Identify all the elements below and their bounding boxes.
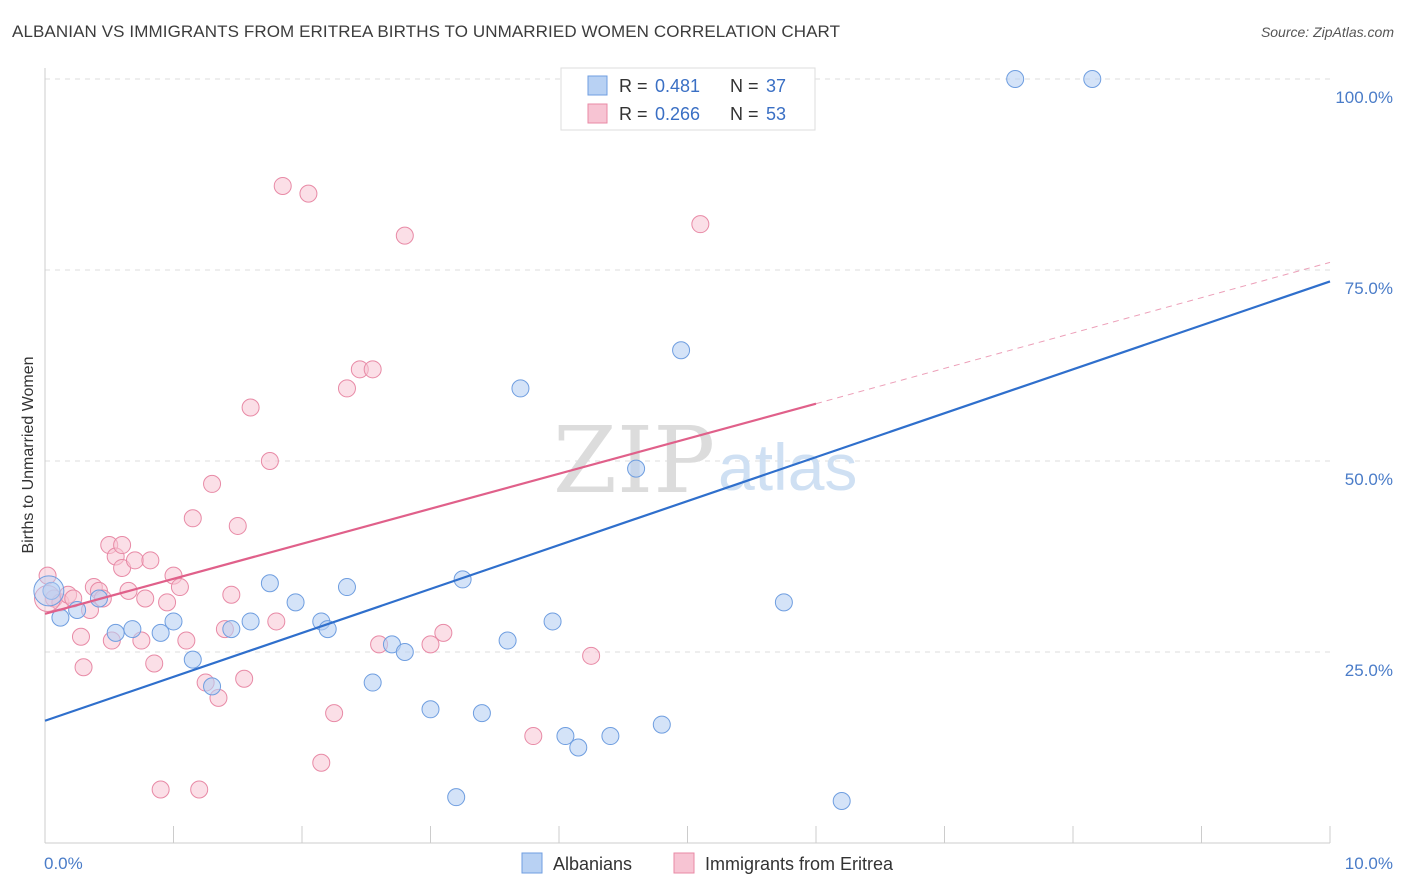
albanian-point <box>652 715 671 734</box>
y-tick-label-75: 75.0% <box>1345 279 1393 298</box>
eritrea-point <box>113 536 132 555</box>
legend-swatch-eritrea <box>587 103 608 124</box>
source-label: Source: ZipAtlas.com <box>1260 24 1394 40</box>
bottom-legend: Albanians Immigrants from Eritrea <box>521 852 894 874</box>
albanian-point <box>222 620 241 639</box>
axes <box>44 68 1331 844</box>
albanian-point <box>556 727 575 746</box>
albanian-point <box>543 612 562 631</box>
y-tick-label-100: 100.0% <box>1335 88 1393 107</box>
bottom-legend-swatch-albanians <box>521 852 543 874</box>
eritrea-point <box>299 184 318 203</box>
legend-r-label-1: R = <box>619 76 648 96</box>
albanian-point <box>42 581 61 600</box>
albanian-point <box>260 574 279 593</box>
eritrea-point <box>170 578 189 597</box>
albanian-point <box>337 578 356 597</box>
albanian-point <box>1083 70 1102 88</box>
albanian-point <box>672 341 691 360</box>
legend-r-value-1: 0.481 <box>655 76 700 96</box>
albanian-point <box>447 788 466 807</box>
legend-swatch-albanians <box>587 75 608 96</box>
legend-n-label-1: N = <box>730 76 759 96</box>
watermark: ZIP atlas <box>553 407 857 514</box>
albanian-point <box>627 459 646 478</box>
eritrea-point <box>183 509 202 528</box>
albanian-point <box>151 623 170 642</box>
bottom-legend-albanians: Albanians <box>553 854 632 874</box>
albanian-point <box>286 593 305 612</box>
eritrea-point <box>125 551 144 570</box>
eritrea-point <box>337 379 356 398</box>
eritrea-point <box>228 516 247 535</box>
eritrea-point <box>691 215 710 234</box>
albanian-point <box>774 593 793 612</box>
albanian-point <box>106 623 125 642</box>
legend-n-value-2: 53 <box>766 104 786 124</box>
y-tick-label-50: 50.0% <box>1345 470 1393 489</box>
eritrea-point <box>177 631 196 650</box>
eritrea-point <box>582 646 601 665</box>
eritrea-point <box>273 176 292 195</box>
eritrea-point <box>141 551 160 570</box>
albanian-point <box>164 612 183 631</box>
legend-n-value-1: 37 <box>766 76 786 96</box>
albanian-point <box>203 677 222 696</box>
eritrea-trend-line <box>44 402 817 615</box>
eritrea-point <box>74 658 93 677</box>
albanian-point <box>241 612 260 631</box>
eritrea-point <box>267 612 286 631</box>
eritrea-point <box>421 635 440 654</box>
eritrea-point <box>222 585 241 604</box>
albanian-point <box>472 704 491 723</box>
eritrea-point <box>203 474 222 493</box>
eritrea-point <box>260 452 279 470</box>
eritrea-point <box>395 226 414 245</box>
eritrea-point <box>158 593 177 612</box>
chart-title: ALBANIAN VS IMMIGRANTS FROM ERITREA BIRT… <box>12 22 841 41</box>
eritrea-point <box>71 627 90 646</box>
albanian-point <box>123 620 142 639</box>
bottom-legend-eritrea: Immigrants from Eritrea <box>705 854 894 874</box>
legend: R = 0.481 N = 37 R = 0.266 N = 53 <box>560 67 816 131</box>
legend-n-label-2: N = <box>730 104 759 124</box>
albanian-point <box>601 727 620 746</box>
bottom-legend-swatch-eritrea <box>673 852 695 874</box>
albanian-point <box>363 673 382 692</box>
albanian-point <box>421 700 440 719</box>
albanian-point <box>1006 70 1025 88</box>
eritrea-point <box>241 398 260 417</box>
y-axis-label: Births to Unmarried Women <box>20 356 37 553</box>
x-tick-label-max: 10.0% <box>1345 854 1393 873</box>
eritrea-point <box>151 780 170 799</box>
trend-lines <box>44 261 1331 722</box>
x-tick-label-min: 0.0% <box>44 854 83 873</box>
eritrea-point <box>145 654 164 673</box>
albanian-point <box>498 631 517 650</box>
albanian-point <box>183 650 202 669</box>
eritrea-point <box>363 360 382 379</box>
albanian-point <box>832 791 851 810</box>
eritrea-point <box>325 704 344 723</box>
eritrea-point <box>312 753 331 772</box>
grid-lines <box>45 78 1330 653</box>
tick-labels: 25.0% 50.0% 75.0% 100.0% 0.0% 10.0% <box>44 88 1393 873</box>
eritrea-point <box>235 669 254 688</box>
eritrea-point <box>524 727 543 746</box>
albanian-point <box>569 738 588 757</box>
albanian-point <box>511 379 530 398</box>
y-tick-label-25: 25.0% <box>1345 661 1393 680</box>
eritrea-point <box>190 780 209 799</box>
legend-r-label-2: R = <box>619 104 648 124</box>
albanian-trend-line <box>44 280 1331 722</box>
albanian-point <box>453 570 472 589</box>
legend-r-value-2: 0.266 <box>655 104 700 124</box>
eritrea-trend-extension <box>815 261 1331 405</box>
albanian-point <box>395 643 414 661</box>
eritrea-point <box>136 589 155 608</box>
albanian-point <box>33 575 65 607</box>
eritrea-point <box>434 623 453 642</box>
